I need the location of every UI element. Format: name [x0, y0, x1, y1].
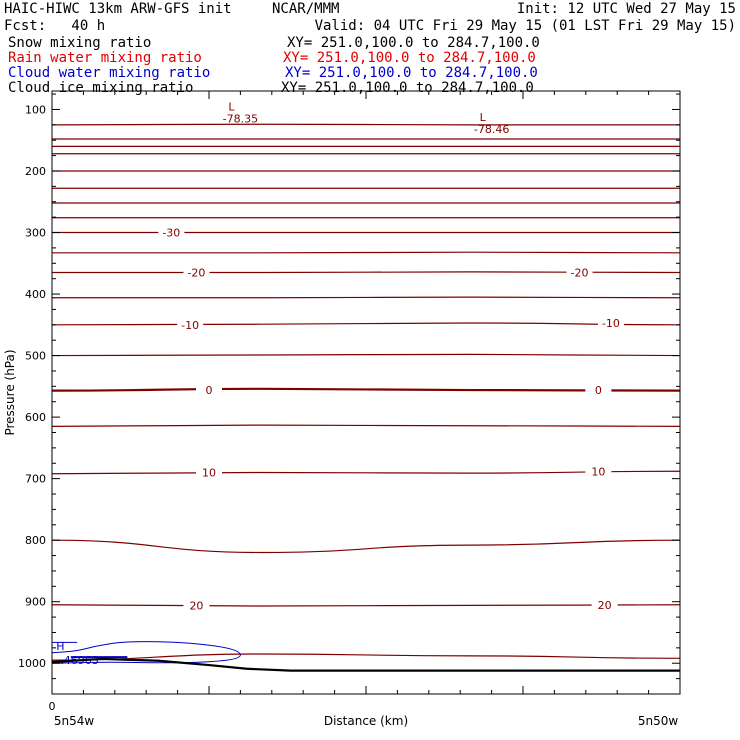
y-tick-label: 700	[25, 473, 46, 486]
y-tick-label: 900	[25, 596, 46, 609]
contour-label: 0	[206, 384, 213, 397]
contour-line	[51, 123, 680, 126]
contour-line	[52, 251, 681, 254]
y-axis-label: Pressure (hPa)	[3, 349, 17, 435]
field-xy-cloud-water: XY= 251.0,100.0 to 284.7,100.0	[285, 65, 538, 81]
contour-label-bg	[196, 384, 222, 397]
cloud-water-contours: H.46963	[51, 640, 241, 667]
contour-label-bg	[158, 226, 185, 239]
contour-label-bg	[183, 599, 210, 612]
x-end-label: 5n50w	[638, 714, 679, 728]
field-xy-snow: XY= 251.0,100.0 to 284.7,100.0	[287, 35, 540, 51]
contour-line	[52, 296, 681, 299]
field-name-cloud-ice: Cloud ice mixing ratio	[8, 80, 194, 96]
x-axis-ticks	[51, 91, 681, 694]
y-tick-label: 100	[25, 103, 46, 116]
field-xy-cloud-ice: XY= 251.0,100.0 to 284.7,100.0	[281, 80, 534, 96]
contour-label-bg	[177, 318, 204, 331]
low-value: -78.35	[223, 112, 258, 125]
low-marker: L	[228, 100, 235, 113]
y-tick-label: 400	[25, 288, 46, 301]
contour-line	[51, 653, 681, 661]
contour-label-bg	[196, 466, 222, 479]
init-time: Init: 12 UTC Wed 27 May 15	[516, 1, 736, 17]
x-start-label: 5n54w	[54, 714, 95, 728]
terrain-group	[51, 657, 680, 672]
contour-label: -10	[602, 317, 620, 330]
contour-label-bg	[585, 465, 612, 478]
contour-line	[51, 470, 681, 475]
contour-label-bg	[597, 316, 624, 329]
y-tick-label: 500	[25, 350, 46, 363]
field-name-cloud-water: Cloud water mixing ratio	[8, 65, 211, 81]
model-title: HAIC-HIWC 13km ARW-GFS init	[4, 1, 232, 17]
valid-time: Valid: 04 UTC Fri 29 May 15 (01 LST Fri …	[314, 18, 736, 34]
contour-line	[51, 539, 681, 554]
low-value: -78.46	[474, 123, 509, 136]
contour-line	[51, 424, 681, 427]
y-tick-label: 200	[25, 165, 46, 178]
field-name-snow: Snow mixing ratio	[8, 35, 152, 51]
contour-label-bg	[183, 266, 210, 279]
contour-label-bg	[591, 598, 618, 611]
contour-label: 20	[189, 599, 203, 612]
contour-label: 10	[202, 466, 216, 479]
contour-line	[51, 322, 681, 326]
contour-line	[51, 353, 681, 357]
y-tick-label: 800	[25, 534, 46, 547]
contour-label: -20	[571, 267, 589, 280]
y-tick-label: 1000	[18, 657, 46, 670]
y-tick-label: 300	[25, 227, 46, 240]
contour-label: -20	[187, 267, 205, 280]
contour-label: 20	[598, 599, 612, 612]
contour-label: -30	[162, 227, 180, 240]
contour-line	[51, 387, 681, 392]
organization-label: NCAR/MMM	[272, 1, 340, 17]
field-name-rain: Rain water mixing ratio	[8, 50, 202, 66]
contour-label: 10	[591, 465, 605, 478]
y-tick-label: 600	[25, 411, 46, 424]
contour-line	[51, 604, 681, 607]
cloud-high-marker: H	[56, 640, 64, 653]
contour-lines	[51, 123, 681, 661]
contour-label-bg	[566, 266, 593, 279]
contour-label: 0	[595, 384, 602, 397]
forecast-hour: Fcst: 40 h	[4, 18, 106, 34]
x-tick-label: 0	[49, 700, 56, 713]
contour-label-bg	[585, 384, 612, 397]
x-axis-label: Distance (km)	[324, 714, 408, 728]
low-marker: L	[480, 111, 487, 124]
contour-label: -10	[181, 319, 199, 332]
terrain-line	[51, 657, 680, 672]
field-xy-rain: XY= 251.0,100.0 to 284.7,100.0	[283, 50, 536, 66]
cloud-contour	[51, 641, 241, 664]
